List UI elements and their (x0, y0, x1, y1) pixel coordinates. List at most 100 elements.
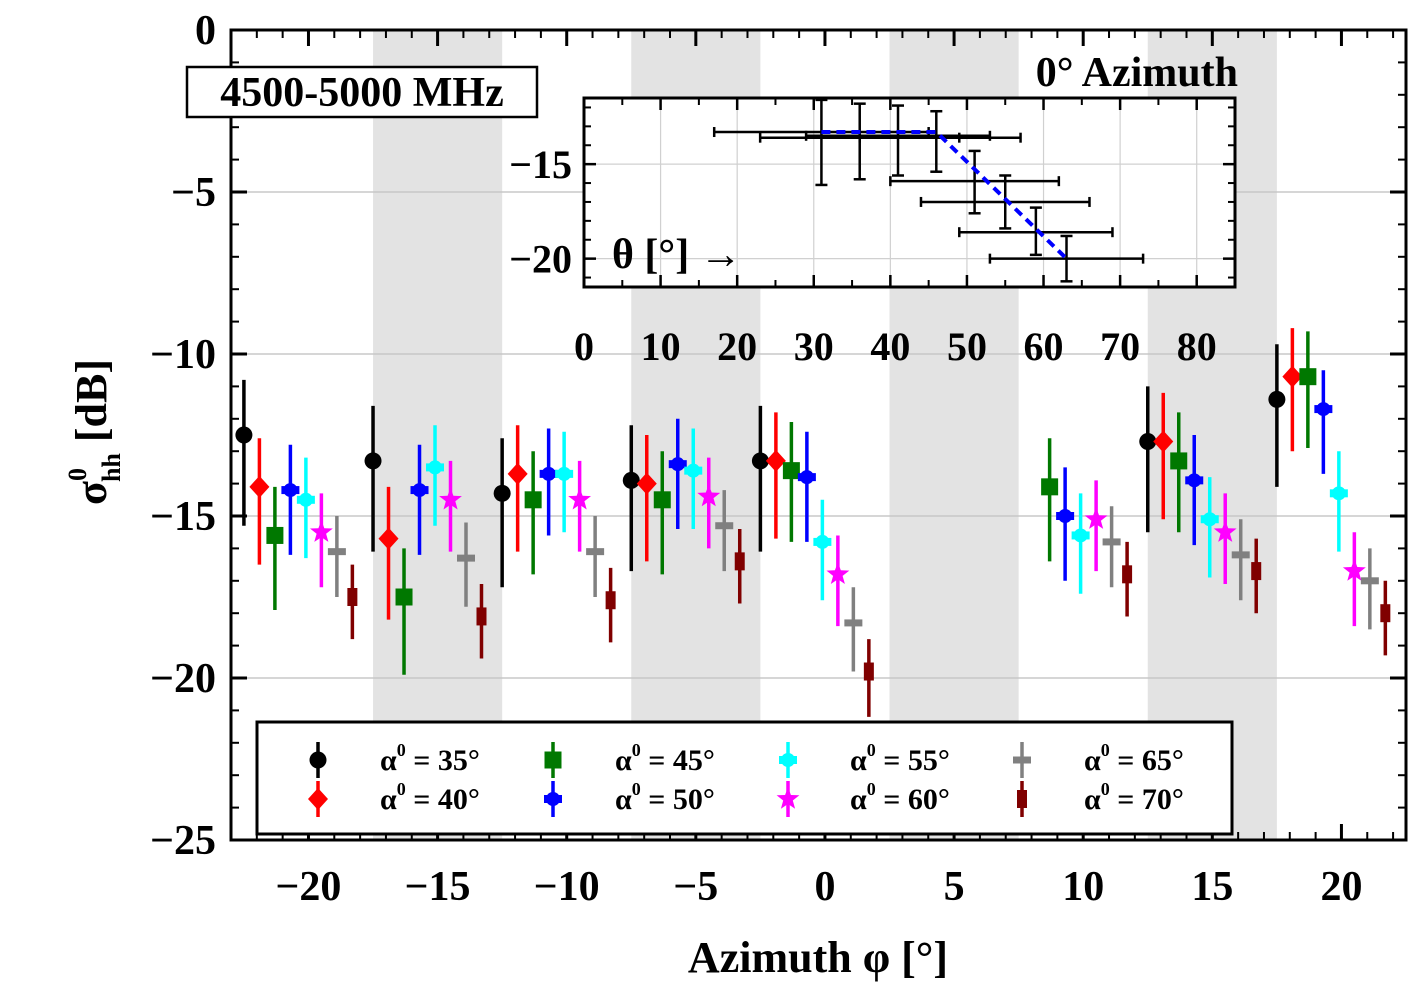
data-point-s5-p7-shape (1342, 559, 1366, 581)
data-point-s7-p6-shape (1251, 562, 1262, 581)
legend-label-sup-0: 0 (397, 740, 406, 760)
data-point-s7-p0 (347, 588, 358, 606)
legend-marker-5-shape (776, 787, 800, 809)
data-point-s5-p0-shape (310, 520, 333, 542)
data-point-s1-p2-shape (507, 462, 528, 485)
x-tick-label-2: −10 (534, 864, 600, 910)
data-point-s4-p4 (813, 534, 832, 549)
series-2 (266, 331, 1317, 675)
data-point-s7-p1-shape (476, 607, 487, 626)
data-point-s4-p2 (555, 466, 574, 481)
data-point-s4-p6-shape-c (1202, 512, 1217, 527)
legend-marker-7-shape (1017, 790, 1027, 808)
data-point-s3-p2 (539, 466, 558, 481)
y-axis-title-main: σ (67, 481, 116, 505)
inset-x-tick-label-7: 70 (1100, 324, 1140, 369)
data-point-s5-p7 (1342, 559, 1366, 581)
legend-label-2: α0 = 45° (615, 740, 715, 777)
legend-marker-5 (776, 787, 800, 809)
legend-label-4: α0 = 55° (850, 740, 950, 777)
legend-label-sup-7: 0 (1101, 779, 1110, 799)
y-tick-label-3: −15 (150, 494, 216, 540)
legend-label-alpha-7: α (1084, 783, 1101, 816)
y-axis-title-sub: hh (97, 453, 126, 482)
data-point-s0-p5 (1139, 432, 1157, 450)
data-point-s5-p3-shape (697, 484, 721, 507)
data-point-s2-p4-shape (782, 462, 800, 480)
inset-x-tick-label-2: 20 (717, 324, 757, 369)
series-6 (327, 490, 1379, 672)
data-point-s3-p2-shape-c (541, 466, 556, 481)
x-tick-label-0: −20 (276, 864, 342, 910)
data-point-s7-p3-shape (734, 552, 745, 571)
data-point-s6-p0 (327, 548, 346, 556)
inset-title: 0° Azimuth (1036, 50, 1238, 96)
legend-marker-7 (1017, 790, 1027, 808)
y-tick-label-1: −5 (171, 170, 216, 216)
data-point-s0-p4 (751, 452, 769, 470)
legend-marker-1 (308, 788, 328, 810)
legend-marker-6 (1013, 756, 1031, 764)
data-point-s5-p1-shape (439, 487, 462, 510)
legend-label-alpha-2: α (615, 744, 632, 777)
series-7 (347, 528, 1391, 717)
x-tick-label-3: −5 (673, 864, 718, 910)
inset-fit-line (821, 130, 1068, 261)
legend-label-0: α0 = 35° (380, 740, 480, 777)
data-point-s2-p2-shape (524, 491, 542, 509)
inset-point-5 (919, 174, 1091, 230)
data-point-s0-p5-shape (1139, 432, 1157, 450)
legend-label-sup-2: 0 (632, 740, 641, 760)
data-point-s3-p3 (668, 457, 687, 472)
data-point-s7-p4-shape (863, 662, 874, 681)
legend-label-3: α0 = 50° (615, 779, 715, 816)
inset-data-points (712, 98, 1145, 283)
legend-label-rest-7: = 70° (1110, 783, 1184, 816)
legend-label-sup-4: 0 (867, 740, 876, 760)
data-point-s5-p5-shape (1084, 507, 1108, 529)
data-point-s4-p5 (1071, 528, 1090, 543)
legend-box (255, 720, 1234, 836)
data-point-s5-p3 (697, 484, 721, 507)
data-point-s1-p0 (249, 475, 270, 498)
data-point-s7-p2-shape (605, 591, 616, 610)
legend-label-rest-1: = 40° (406, 783, 480, 816)
data-point-s2-p4 (782, 462, 800, 480)
data-point-s0-p4-shape (751, 452, 769, 470)
data-point-s6-p4-shape (844, 619, 863, 627)
data-point-s5-p2 (568, 487, 591, 510)
data-point-s3-p0-shape-c (283, 483, 298, 498)
series-5 (310, 457, 1366, 627)
data-point-s4-p3-shape-c (686, 463, 701, 478)
legend-label-rest-6: = 65° (1110, 744, 1184, 777)
data-point-s7-p6 (1251, 562, 1262, 581)
data-point-s7-p3 (734, 552, 745, 571)
data-point-s3-p7-shape-c (1316, 402, 1331, 417)
data-point-s4-p4-shape-c (815, 534, 830, 549)
legend-marker-3-shape-c (546, 792, 560, 806)
data-point-s2-p6 (1170, 452, 1188, 470)
data-point-s0-p6-shape (1268, 390, 1286, 408)
inset-chart: 0 10 20 30 40 50 60 70 80 −15 −20 0° Azimuth θ [°]… (509, 50, 1238, 369)
inset-ticks (582, 98, 1235, 287)
y-tick-label-4: −20 (150, 656, 216, 702)
legend-marker-2 (544, 751, 562, 769)
data-point-s2-p6-shape (1170, 452, 1188, 470)
series-1 (249, 328, 1303, 620)
inset-x-tick-label-5: 50 (947, 324, 987, 369)
data-point-s0-p1 (364, 452, 382, 470)
data-point-s3-p1-shape-c (412, 483, 427, 498)
data-point-s6-p7 (1360, 577, 1379, 585)
data-point-s2-p1 (395, 588, 413, 606)
data-point-s5-p1 (439, 487, 462, 510)
inset-point-2 (804, 104, 992, 177)
legend-label-6: α0 = 65° (1084, 740, 1184, 777)
tick-labels: −20 −15 −10 −5 0 5 10 15 20 0 −5 −10 −15 −20 −25 (150, 8, 1362, 910)
data-point-s1-p1 (378, 527, 399, 550)
data-point-s5-p2-shape (568, 487, 591, 510)
shaded-band-0 (373, 30, 503, 840)
data-point-s4-p5-shape-c (1073, 528, 1088, 543)
legend-label-sup-5: 0 (867, 779, 876, 799)
y-axis-title-unit: [dB] (67, 359, 116, 453)
